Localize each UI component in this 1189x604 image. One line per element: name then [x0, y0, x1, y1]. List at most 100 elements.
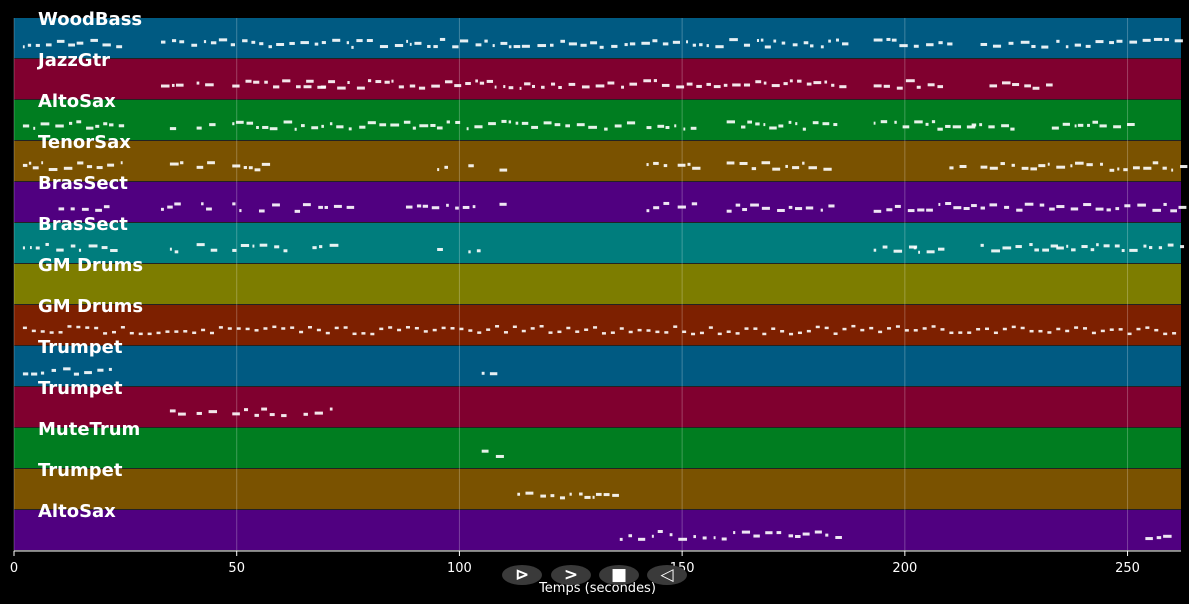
- forward-button[interactable]: >: [551, 565, 591, 585]
- note: [828, 204, 835, 208]
- note: [985, 327, 990, 331]
- note: [833, 332, 838, 335]
- note: [931, 325, 936, 328]
- note: [873, 38, 883, 42]
- note: [828, 39, 831, 43]
- note: [831, 83, 835, 87]
- note: [1149, 246, 1153, 250]
- note: [550, 494, 555, 498]
- note: [450, 327, 455, 330]
- note: [902, 125, 910, 129]
- note: [569, 492, 572, 496]
- note: [1145, 326, 1150, 329]
- note: [765, 531, 773, 535]
- note: [873, 121, 876, 125]
- note: [227, 327, 232, 330]
- note: [475, 79, 478, 83]
- note: [1152, 208, 1161, 212]
- note: [696, 84, 702, 88]
- note: [1062, 122, 1070, 126]
- note: [325, 331, 330, 335]
- note: [232, 248, 237, 252]
- note: [86, 126, 94, 130]
- back-button[interactable]: ◁: [647, 565, 687, 585]
- note: [254, 413, 259, 417]
- note: [474, 125, 483, 129]
- note: [41, 161, 44, 165]
- note: [1180, 245, 1185, 249]
- play-button[interactable]: ⊳: [502, 565, 542, 585]
- note: [661, 83, 670, 87]
- note: [484, 39, 488, 43]
- note: [312, 246, 317, 250]
- note: [894, 204, 901, 208]
- note: [657, 529, 663, 533]
- note: [468, 329, 473, 332]
- note: [966, 125, 976, 129]
- back-icon: ◁: [660, 564, 674, 585]
- note: [820, 208, 823, 212]
- note: [755, 122, 760, 126]
- x-tick-label: 50: [228, 561, 245, 576]
- note: [1081, 245, 1088, 249]
- note: [788, 120, 792, 124]
- note: [318, 205, 323, 209]
- note: [167, 205, 173, 209]
- note: [81, 207, 89, 211]
- note: [646, 163, 649, 167]
- note: [530, 327, 535, 330]
- note: [503, 85, 506, 89]
- track-label: MuteTrum: [38, 419, 140, 440]
- note: [414, 41, 422, 45]
- track-label: GM Drums: [38, 296, 143, 317]
- track-label: Trumpet: [38, 337, 123, 358]
- note: [1024, 202, 1034, 206]
- note: [780, 330, 785, 333]
- note: [743, 43, 751, 47]
- note: [806, 82, 812, 86]
- note: [683, 127, 686, 131]
- note: [165, 330, 170, 333]
- note: [409, 42, 412, 46]
- note: [753, 534, 760, 538]
- track-lane: [14, 428, 1181, 468]
- note: [628, 534, 633, 538]
- note: [565, 124, 570, 128]
- note: [334, 326, 339, 330]
- note: [324, 205, 328, 209]
- note: [446, 203, 449, 207]
- note: [1171, 168, 1174, 172]
- note: [560, 39, 565, 43]
- note: [1158, 246, 1163, 250]
- note: [723, 83, 728, 87]
- note: [823, 167, 832, 171]
- note: [423, 330, 428, 333]
- note: [663, 164, 668, 168]
- note: [963, 207, 970, 211]
- stop-button[interactable]: ■: [599, 565, 639, 585]
- note: [1038, 329, 1043, 333]
- note: [1162, 166, 1167, 170]
- note: [835, 535, 842, 539]
- note: [45, 43, 52, 47]
- note: [549, 43, 554, 47]
- note: [427, 44, 431, 48]
- note: [1066, 244, 1069, 248]
- note: [899, 44, 908, 48]
- note: [367, 79, 372, 83]
- forward-icon: >: [563, 564, 579, 585]
- note: [1065, 45, 1069, 49]
- note: [665, 125, 670, 129]
- note: [210, 248, 218, 252]
- note: [989, 84, 998, 88]
- note: [1091, 331, 1096, 335]
- note: [418, 86, 426, 90]
- note: [945, 202, 952, 206]
- note: [781, 41, 786, 45]
- note: [629, 42, 636, 46]
- note: [76, 41, 84, 45]
- note: [351, 45, 354, 49]
- note: [63, 367, 71, 371]
- note: [348, 127, 352, 131]
- note: [191, 43, 198, 47]
